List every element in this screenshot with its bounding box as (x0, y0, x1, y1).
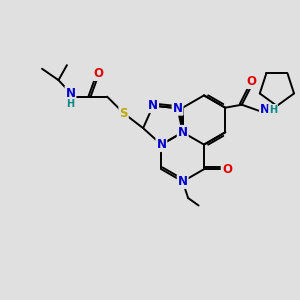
Text: H: H (66, 99, 75, 109)
Text: N: N (148, 99, 158, 112)
Text: N: N (65, 86, 76, 100)
Text: H: H (269, 105, 277, 115)
Text: O: O (222, 163, 232, 176)
Text: O: O (93, 67, 103, 80)
Text: N: N (178, 175, 188, 188)
Text: S: S (119, 106, 128, 120)
Text: N: N (172, 102, 183, 115)
Text: N: N (178, 126, 188, 139)
Text: O: O (247, 75, 257, 88)
Text: N: N (156, 138, 167, 151)
Text: N: N (260, 103, 270, 116)
